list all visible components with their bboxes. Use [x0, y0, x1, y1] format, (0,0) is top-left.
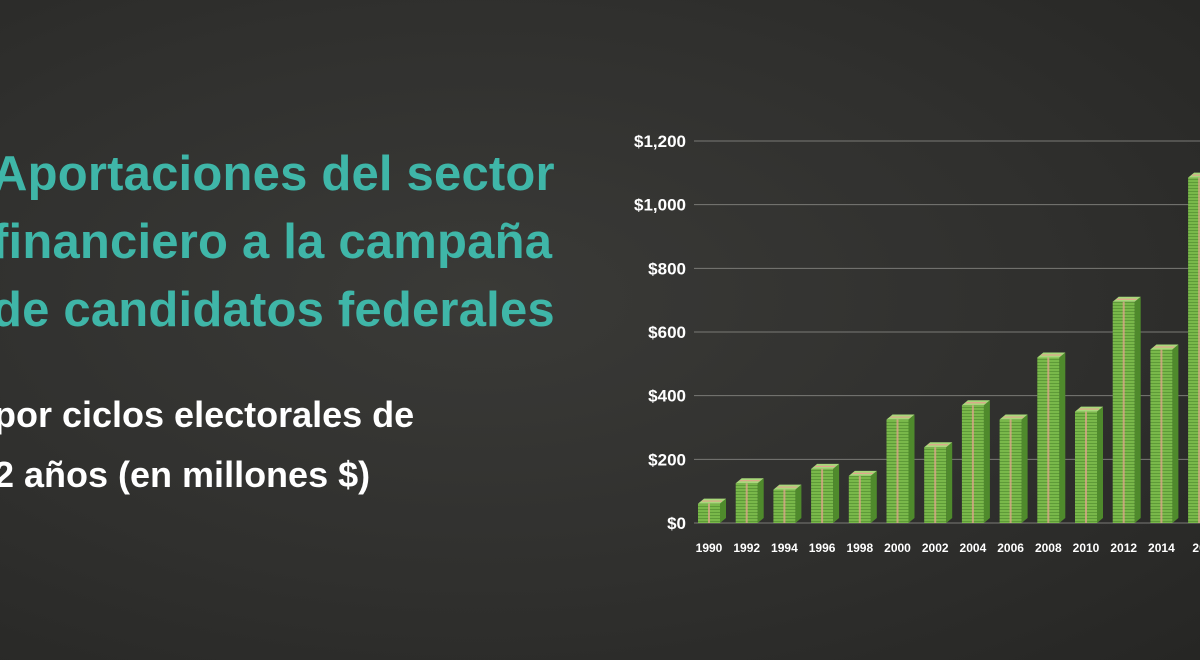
- y-tick-label: $1,200: [634, 132, 686, 151]
- bar: [961, 400, 990, 523]
- subtitle-line-1: por ciclos electorales de: [0, 394, 415, 435]
- subtitle-line-2: 2 años (en millones $): [0, 454, 371, 495]
- bar: [1075, 406, 1103, 523]
- x-tick-label: 20: [1192, 541, 1200, 555]
- x-tick-label: 1994: [771, 541, 798, 555]
- x-tick-label: 2006: [997, 541, 1024, 555]
- y-tick-label: $800: [648, 259, 686, 278]
- bars: [698, 172, 1200, 523]
- x-tick-label: 2008: [1035, 541, 1062, 555]
- chart-title: Aportaciones del sector financiero a la …: [0, 140, 612, 344]
- bar: [886, 414, 915, 523]
- x-tick-label: 2010: [1073, 541, 1100, 555]
- title-line-2: financiero a la campaña: [0, 215, 553, 269]
- y-tick-label: $0: [667, 514, 686, 533]
- x-tick-label: 1990: [696, 541, 723, 555]
- y-axis: $0 $200 $400 $600 $800 $1,000 $1,200: [634, 132, 686, 533]
- x-tick-label: 1998: [846, 541, 873, 555]
- y-tick-label: $1,000: [634, 196, 686, 215]
- bar: [1150, 344, 1179, 523]
- bar: [698, 498, 726, 523]
- x-tick-label: 2012: [1110, 541, 1137, 555]
- x-tick-label: 1996: [809, 541, 836, 555]
- bar: [999, 414, 1028, 523]
- bar: [811, 463, 840, 523]
- bar: [1112, 296, 1141, 523]
- bar: [735, 478, 764, 523]
- y-tick-label: $600: [648, 323, 686, 342]
- bar: [1188, 172, 1200, 523]
- bar: [773, 484, 802, 523]
- chart-subtitle: por ciclos electorales de 2 años (en mil…: [0, 385, 514, 505]
- x-tick-label: 1992: [733, 541, 760, 555]
- x-axis: 1990 1992 1994 1996 1998 2000 2002 2004 2006 2008…: [696, 541, 1200, 555]
- title-line-1: Aportaciones del sector: [0, 147, 555, 201]
- bar: [924, 442, 953, 523]
- y-tick-label: $400: [648, 387, 686, 406]
- x-tick-label: 2000: [884, 541, 911, 555]
- x-tick-label: 2002: [922, 541, 949, 555]
- bar: [848, 470, 877, 523]
- x-tick-label: 2004: [960, 541, 987, 555]
- y-tick-label: $200: [648, 450, 686, 469]
- x-tick-label: 2014: [1148, 541, 1175, 555]
- bar: [1037, 352, 1066, 523]
- title-line-3: de candidatos federales: [0, 283, 555, 337]
